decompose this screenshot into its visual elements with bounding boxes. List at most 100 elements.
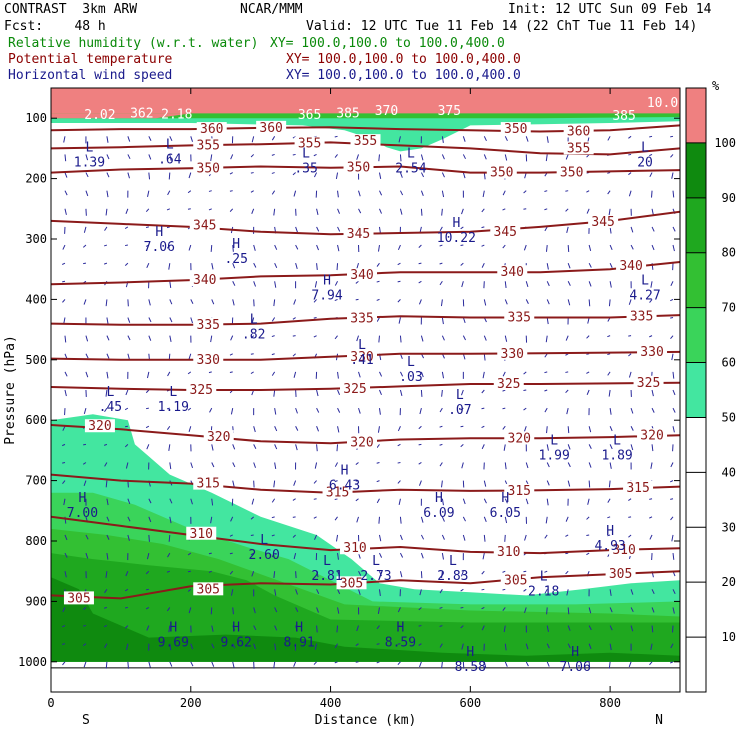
wind-vector <box>544 407 548 413</box>
extremum-marker: L <box>456 388 464 403</box>
wind-vector <box>504 335 508 342</box>
wind-vector <box>523 208 527 210</box>
wind-vector <box>378 408 381 415</box>
colorbar-tick-label: 100 <box>714 136 736 150</box>
wind-vector <box>609 589 612 596</box>
wind-vector <box>378 154 380 162</box>
wind-vector <box>146 262 150 269</box>
wind-vector <box>418 643 422 646</box>
wind-vector <box>169 462 172 470</box>
wind-vector <box>274 462 277 470</box>
isentrope-label: 330 <box>350 350 373 365</box>
wind-vector <box>316 589 320 594</box>
wind-vector <box>103 262 108 265</box>
wind-vector <box>502 389 506 392</box>
wind-vector <box>481 625 485 631</box>
wind-vector <box>334 643 338 649</box>
wind-vector <box>148 136 152 141</box>
wind-vector <box>292 498 296 501</box>
extremum-marker: H <box>295 621 303 636</box>
wind-vector <box>211 462 215 468</box>
isentrope-label-bg <box>556 165 587 179</box>
wind-vector <box>670 643 674 649</box>
wind-vector <box>545 244 548 252</box>
wind-vector <box>566 408 569 415</box>
wind-vector <box>124 606 128 609</box>
extremum-marker: H <box>232 237 240 252</box>
wind-vector <box>166 226 170 229</box>
wind-vector <box>62 461 66 464</box>
wind-vector <box>293 480 297 486</box>
wind-vector <box>63 498 66 506</box>
wind-vector <box>504 661 508 667</box>
extremum-marker: H <box>466 645 474 660</box>
extremum-marker: H <box>435 491 443 506</box>
wind-vector <box>334 298 338 302</box>
colorbar: 10 20 30 40 50 60 70 80 90 100% <box>685 79 736 693</box>
isentrope-label: 310 <box>612 543 635 558</box>
wind-vector <box>418 480 422 486</box>
x-tick-label: 400 <box>320 696 342 710</box>
wind-vector <box>334 154 338 158</box>
wind-vector <box>83 661 87 668</box>
wind-vector <box>271 190 276 195</box>
wind-vector <box>672 553 675 560</box>
extremum-marker: H <box>232 621 240 636</box>
isentrope-label-bg <box>193 161 224 175</box>
extremum-value: 1.19 <box>158 400 189 415</box>
wind-vector <box>546 281 550 287</box>
wind-vector <box>314 462 318 469</box>
wind-vector <box>609 607 613 613</box>
wind-vector <box>378 516 380 524</box>
wind-vector <box>649 498 653 500</box>
wind-vector <box>124 226 129 230</box>
wind-vector <box>292 172 296 176</box>
wind-vector <box>420 190 424 197</box>
wind-vector <box>295 407 298 414</box>
wind-vector <box>441 516 445 522</box>
wind-vector <box>271 353 275 356</box>
organization-label: NCAR/MMM <box>240 2 303 17</box>
wind-vector <box>145 226 149 229</box>
wind-vector <box>398 317 401 324</box>
wind-vector <box>85 154 89 161</box>
wind-vector <box>337 389 341 396</box>
field-name-wind: Horizontal wind speed <box>8 68 173 83</box>
wind-vector <box>358 589 361 595</box>
north-label: N <box>655 713 663 728</box>
wind-vector <box>190 317 193 324</box>
wind-vector <box>441 552 444 560</box>
wind-vector <box>651 589 655 595</box>
isentrope-label: 330 <box>640 345 663 360</box>
wind-vector <box>441 389 443 397</box>
wind-vector <box>62 625 66 628</box>
wind-vector <box>208 570 212 573</box>
extremum-value: 8.59 <box>385 636 416 651</box>
wind-vector <box>271 153 275 156</box>
wind-vector <box>439 244 443 247</box>
wind-vector <box>503 625 506 633</box>
extremum-value: 1.99 <box>539 448 570 463</box>
wind-vector <box>376 298 380 301</box>
wind-vector <box>208 190 212 192</box>
wind-vector <box>104 226 108 231</box>
wind-vector <box>316 607 319 613</box>
wind-vector <box>316 226 320 232</box>
wind-vector <box>335 534 339 542</box>
wind-vector <box>85 353 89 359</box>
wind-vector <box>148 335 152 341</box>
wind-vector <box>62 262 66 265</box>
below-surface <box>51 667 680 692</box>
y-tick-label: 100 <box>25 111 47 125</box>
wind-vector <box>567 462 571 468</box>
rh-region-100 <box>51 113 191 119</box>
wind-vector <box>418 280 422 284</box>
wind-vector <box>376 661 380 664</box>
wind-vector <box>628 172 632 176</box>
wind-vector <box>64 552 68 558</box>
wind-vector <box>609 444 613 450</box>
wind-vector <box>628 498 632 501</box>
wind-vector <box>546 661 550 667</box>
wind-vector <box>649 516 653 519</box>
wind-vector <box>145 588 149 591</box>
